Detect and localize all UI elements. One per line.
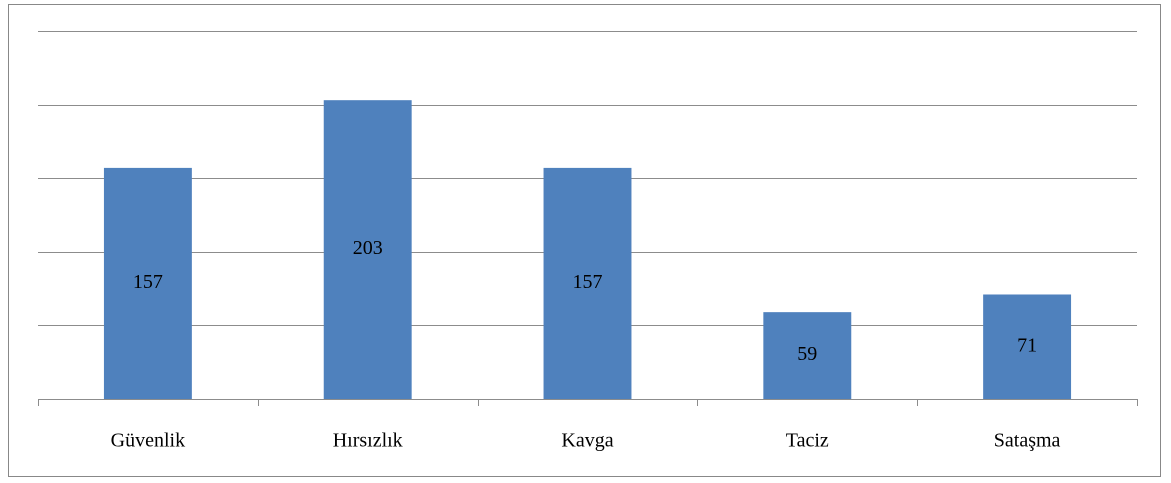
data-label: 203 (353, 237, 383, 259)
data-label: 71 (1017, 334, 1037, 356)
bar (323, 100, 412, 400)
bar (763, 312, 852, 399)
bar (103, 167, 192, 399)
data-label: 59 (797, 343, 817, 365)
bar (543, 167, 632, 399)
x-tick-label: Sataşma (994, 430, 1061, 452)
data-label: 157 (133, 271, 163, 293)
data-label: 157 (573, 271, 603, 293)
x-tick-label: Güvenlik (111, 430, 185, 452)
x-tick-label: Hırsızlık (333, 430, 403, 452)
bar (983, 294, 1072, 399)
x-tick-label: Taciz (786, 430, 829, 452)
x-tick-label: Kavga (561, 430, 613, 452)
